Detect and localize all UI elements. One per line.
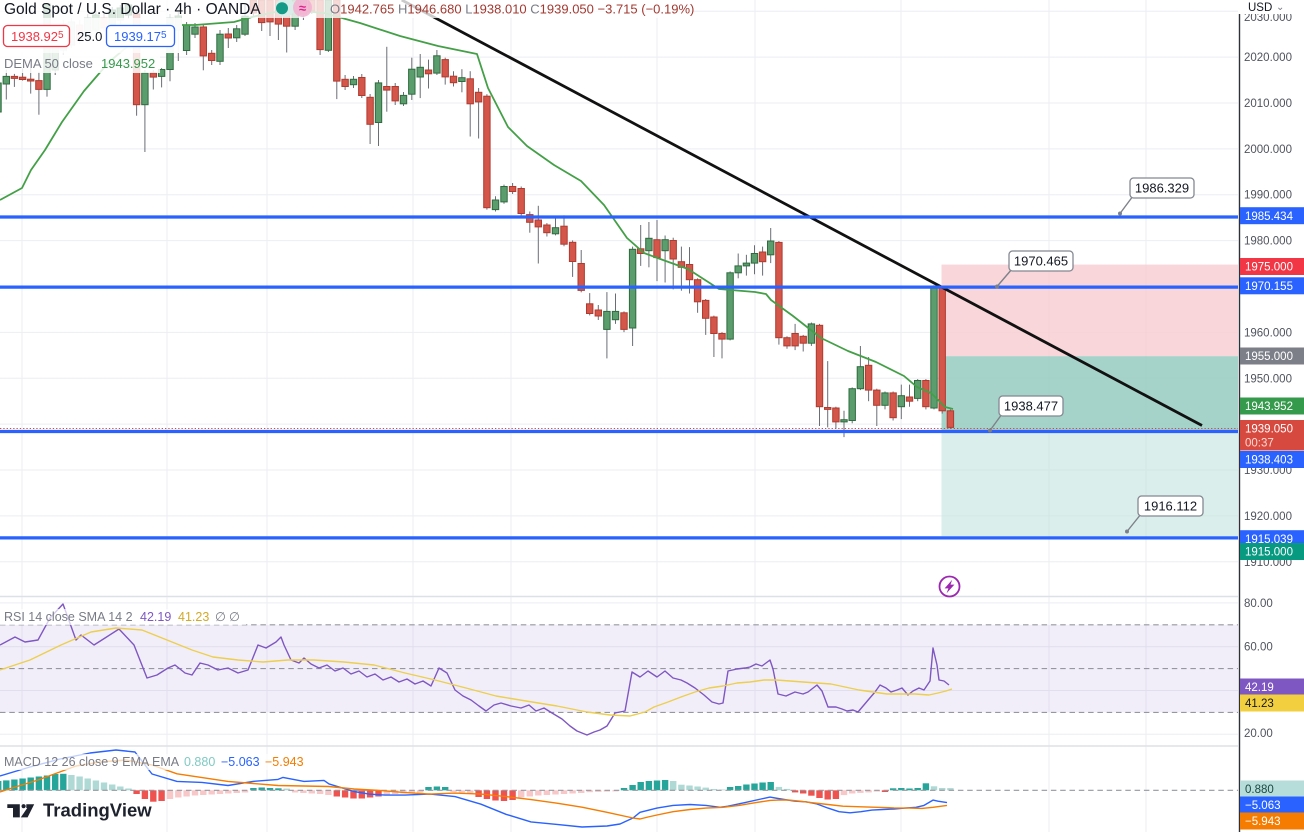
svg-text:≈: ≈ xyxy=(299,1,306,16)
svg-text:1938.477: 1938.477 xyxy=(1004,399,1058,414)
svg-text:1939.050: 1939.050 xyxy=(1245,424,1293,436)
svg-text:1986.329: 1986.329 xyxy=(1135,181,1189,196)
svg-text:1975.000: 1975.000 xyxy=(1245,262,1293,274)
svg-text:0.880: 0.880 xyxy=(184,755,215,769)
svg-text:1930.000: 1930.000 xyxy=(1244,465,1292,477)
svg-text:DEMA 50 close: DEMA 50 close xyxy=(4,56,93,71)
svg-text:2020.000: 2020.000 xyxy=(1244,52,1292,64)
svg-text:2000.000: 2000.000 xyxy=(1244,144,1292,156)
svg-text:1938.925: 1938.925 xyxy=(11,29,64,44)
svg-text:2030.000: 2030.000 xyxy=(1244,12,1292,24)
svg-text:1920.000: 1920.000 xyxy=(1244,511,1292,523)
svg-text:1939.175: 1939.175 xyxy=(114,29,167,44)
svg-text:−5.063: −5.063 xyxy=(1245,800,1281,812)
svg-text:60.00: 60.00 xyxy=(1244,642,1273,654)
svg-text:1970.465: 1970.465 xyxy=(1014,254,1068,269)
svg-text:∅: ∅ xyxy=(229,610,240,624)
svg-text:1950.000: 1950.000 xyxy=(1244,373,1292,385)
svg-text:41.23: 41.23 xyxy=(178,610,209,624)
svg-text:O1942.765 H1946.680 L1938.010: O1942.765 H1946.680 L1938.010 C1939.050 … xyxy=(330,2,694,17)
svg-text:42.19: 42.19 xyxy=(1245,682,1274,694)
svg-text:1938.403: 1938.403 xyxy=(1245,455,1293,467)
svg-text:1915.039: 1915.039 xyxy=(1245,534,1293,546)
svg-text:1955.000: 1955.000 xyxy=(1245,351,1293,363)
svg-text:−5.943: −5.943 xyxy=(265,755,304,769)
svg-text:⌄: ⌄ xyxy=(1276,2,1284,13)
svg-text:1985.434: 1985.434 xyxy=(1245,211,1294,223)
svg-text:00:37: 00:37 xyxy=(1245,438,1274,450)
svg-text:41.23: 41.23 xyxy=(1245,698,1274,710)
svg-text:1943.952: 1943.952 xyxy=(1245,401,1293,413)
svg-text:1915.000: 1915.000 xyxy=(1245,547,1293,559)
svg-text:∅: ∅ xyxy=(215,610,226,624)
svg-text:−5.063: −5.063 xyxy=(221,755,260,769)
svg-text:1943.952: 1943.952 xyxy=(101,56,155,71)
svg-text:RSI 14 close SMA 14 2: RSI 14 close SMA 14 2 xyxy=(4,610,133,624)
svg-text:1970.155: 1970.155 xyxy=(1245,281,1293,293)
svg-text:TradingView: TradingView xyxy=(43,800,152,821)
svg-text:20.00: 20.00 xyxy=(1244,728,1273,740)
svg-text:1980.000: 1980.000 xyxy=(1244,236,1292,248)
svg-text:USD: USD xyxy=(1248,2,1272,14)
svg-text:80.00: 80.00 xyxy=(1244,598,1273,610)
svg-text:−5.943: −5.943 xyxy=(1245,816,1281,828)
svg-text:1916.112: 1916.112 xyxy=(1144,499,1197,514)
svg-text:0.880: 0.880 xyxy=(1245,784,1274,796)
svg-text:Gold Spot / U.S. Dollar · 4h ·: Gold Spot / U.S. Dollar · 4h · OANDA xyxy=(4,1,261,18)
svg-text:1990.000: 1990.000 xyxy=(1244,190,1292,202)
svg-text:MACD 12 26 close 9 EMA EMA: MACD 12 26 close 9 EMA EMA xyxy=(4,755,180,769)
svg-text:42.19: 42.19 xyxy=(140,610,171,624)
svg-text:25.0: 25.0 xyxy=(77,29,102,44)
svg-text:2010.000: 2010.000 xyxy=(1244,98,1292,110)
svg-text:1960.000: 1960.000 xyxy=(1244,327,1292,339)
